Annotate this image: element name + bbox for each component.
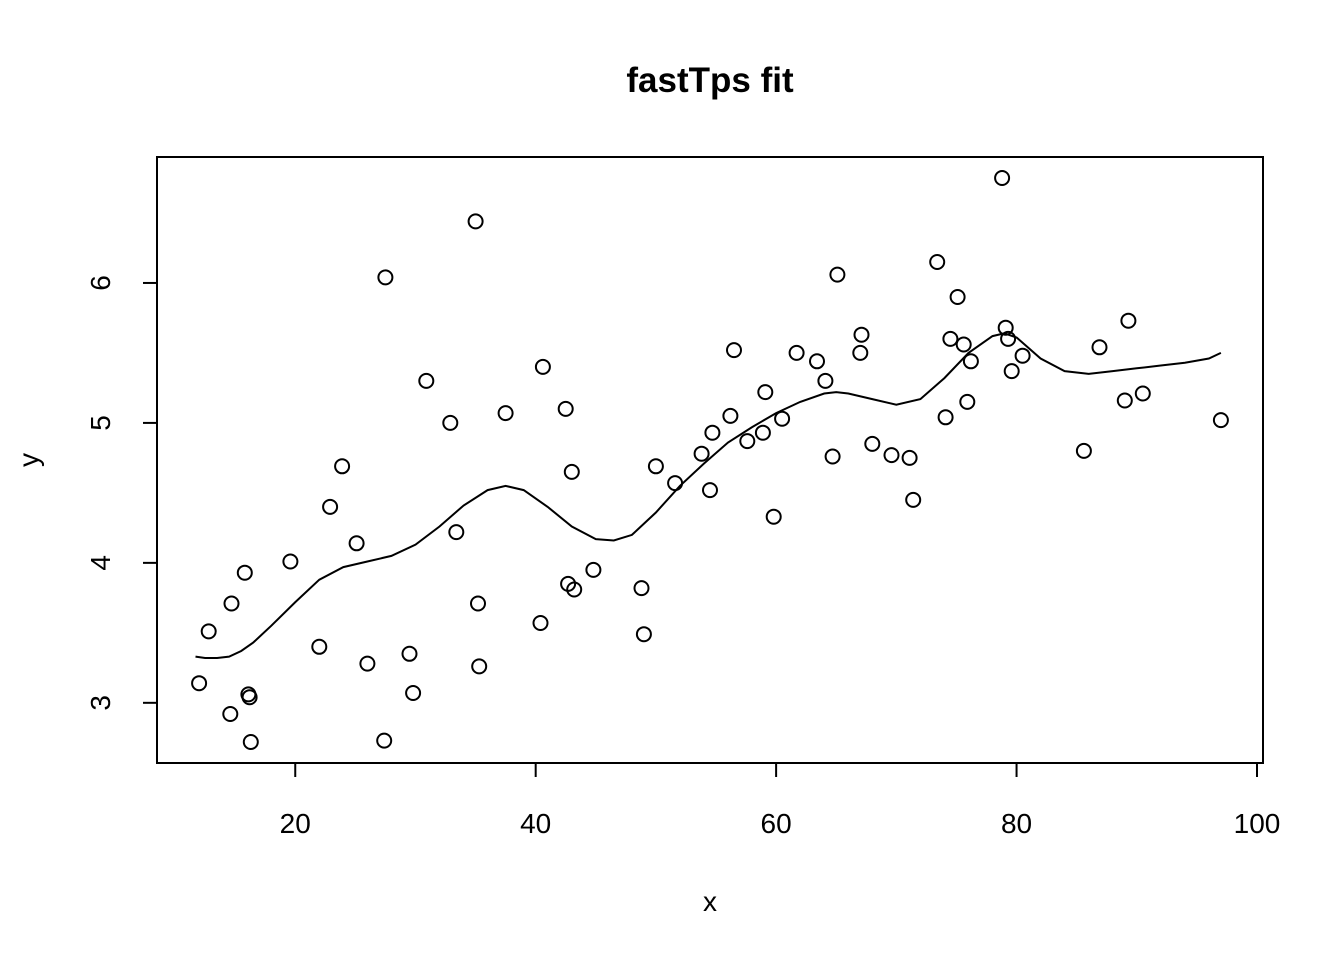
- x-tick-label: 20: [280, 808, 311, 839]
- data-point: [1134, 385, 1151, 402]
- x-tick-label: 60: [761, 808, 792, 839]
- data-point: [864, 435, 881, 452]
- data-point: [829, 266, 846, 283]
- data-point: [905, 491, 922, 508]
- data-point: [667, 475, 684, 492]
- data-point: [788, 344, 805, 361]
- data-point: [704, 424, 721, 441]
- plot-frame: [156, 156, 1264, 764]
- data-point: [757, 384, 774, 401]
- data-point: [241, 689, 258, 706]
- data-point: [962, 353, 979, 370]
- data-point: [405, 685, 422, 701]
- data-point: [994, 170, 1011, 186]
- data-point: [817, 372, 834, 389]
- x-tick-label: 100: [1234, 808, 1281, 839]
- data-point: [959, 393, 976, 410]
- data-point: [853, 326, 870, 343]
- data-point: [1120, 312, 1137, 329]
- data-point: [585, 561, 602, 578]
- data-point: [534, 358, 551, 375]
- x-tick-label: 40: [520, 808, 551, 839]
- data-point: [1212, 412, 1229, 429]
- data-point: [442, 414, 459, 431]
- data-point: [470, 595, 486, 612]
- data-point: [497, 405, 514, 422]
- data-point: [1075, 442, 1092, 459]
- data-point: [1000, 330, 1017, 347]
- data-point: [223, 595, 240, 612]
- data-point: [359, 655, 376, 672]
- data-point: [1116, 392, 1133, 409]
- data-point: [852, 344, 869, 361]
- data-point: [376, 732, 393, 749]
- y-axis-label: y: [13, 453, 44, 467]
- data-point: [883, 447, 900, 464]
- data-point: [311, 638, 328, 655]
- chart-title: fastTps fit: [626, 61, 794, 100]
- data-point: [929, 254, 946, 270]
- data-point: [418, 372, 435, 389]
- data-point: [722, 407, 739, 424]
- data-point: [322, 498, 339, 515]
- data-point: [937, 409, 954, 426]
- data-point: [702, 482, 718, 499]
- data-point: [693, 445, 710, 462]
- data-point: [401, 645, 418, 662]
- data-point: [997, 319, 1014, 336]
- data-point: [901, 449, 918, 466]
- data-point: [334, 458, 351, 475]
- data-point: [774, 410, 791, 427]
- data-points: [191, 170, 1229, 750]
- data-point: [1091, 339, 1108, 356]
- data-point: [471, 658, 488, 675]
- data-point: [242, 734, 259, 750]
- data-point: [765, 508, 782, 525]
- data-point: [222, 706, 239, 722]
- y-axis: 3 4 5 6: [85, 275, 158, 711]
- data-point: [377, 269, 394, 286]
- data-point: [955, 336, 972, 353]
- data-point: [633, 580, 650, 597]
- data-point: [563, 463, 580, 480]
- data-point: [824, 448, 841, 465]
- data-point: [635, 626, 652, 643]
- data-point: [566, 581, 583, 598]
- y-tick-label: 6: [85, 275, 116, 291]
- x-axis: 20 40 60 80 100: [280, 762, 1281, 839]
- data-point: [348, 535, 365, 552]
- y-tick-label: 5: [85, 415, 116, 431]
- data-point: [739, 433, 756, 450]
- data-point: [949, 289, 966, 305]
- data-point: [942, 330, 959, 347]
- data-point: [754, 424, 771, 441]
- y-tick-label: 3: [85, 695, 116, 711]
- data-point: [236, 564, 253, 581]
- x-axis-label: x: [703, 886, 717, 917]
- data-point: [647, 458, 664, 475]
- x-tick-label: 80: [1001, 808, 1032, 839]
- data-point: [191, 675, 208, 692]
- data-point: [1003, 363, 1020, 380]
- data-point: [809, 353, 825, 370]
- data-point: [448, 524, 465, 541]
- data-point: [557, 400, 574, 417]
- data-point: [282, 553, 299, 570]
- y-tick-label: 4: [85, 555, 116, 571]
- data-point: [467, 213, 484, 230]
- data-point: [726, 342, 742, 359]
- data-point: [1014, 347, 1031, 364]
- fit-line: [195, 332, 1222, 659]
- data-point: [200, 623, 217, 640]
- data-point: [532, 615, 549, 631]
